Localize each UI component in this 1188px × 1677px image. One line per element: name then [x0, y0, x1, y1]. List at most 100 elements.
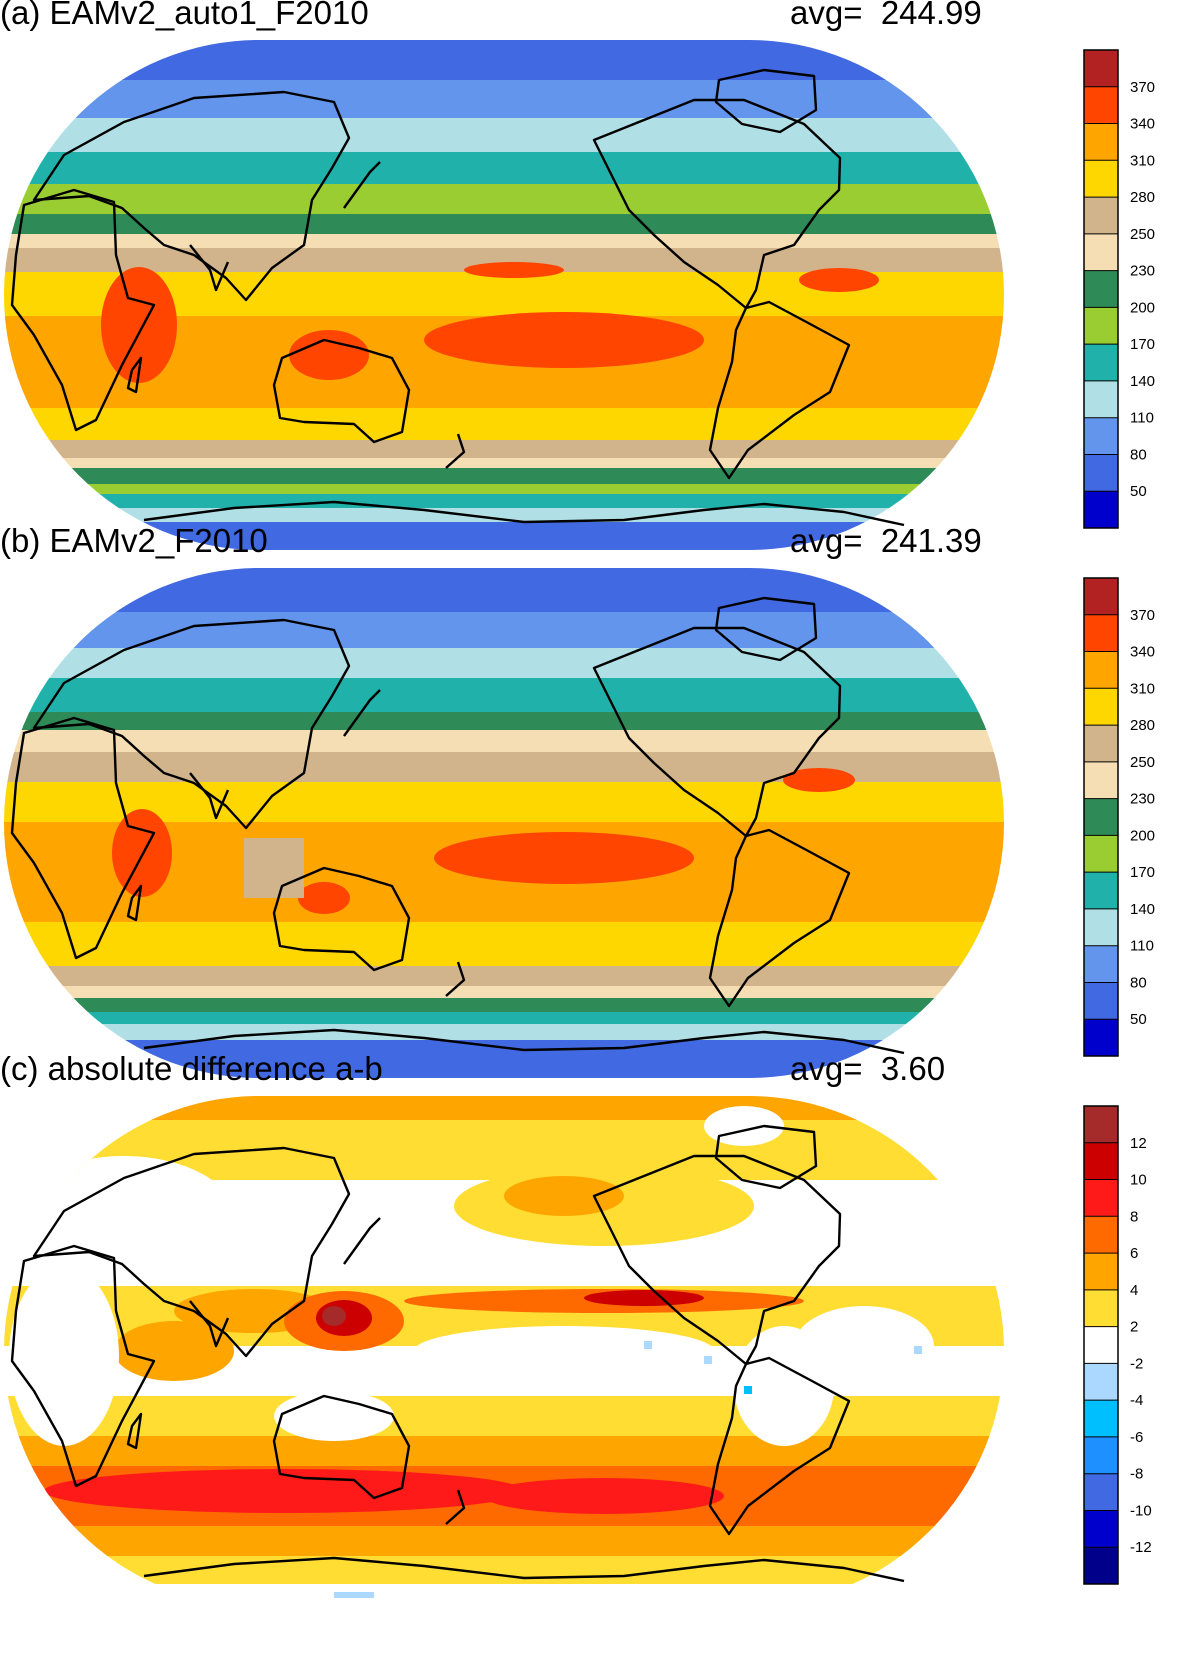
colorbar-tick-label: 310	[1130, 152, 1155, 169]
colorbar-tick-label: 340	[1130, 644, 1155, 661]
south-america-coastline	[708, 1356, 851, 1536]
colorbar-swatch	[1084, 380, 1118, 418]
colorbar-swatch	[1084, 872, 1118, 909]
colorbar-tick-label: 170	[1130, 336, 1155, 353]
colorbar-swatch	[1084, 688, 1118, 726]
colorbar-swatch	[1084, 1289, 1118, 1327]
colorbar-swatch	[1084, 86, 1118, 124]
colorbar-swatch	[1084, 160, 1118, 198]
colorbar-swatch	[1084, 945, 1118, 983]
madagascar-coastline	[126, 356, 143, 394]
colorbar-swatch	[1084, 982, 1118, 1020]
panel-b-colorbar: 370 340 310 280 250 230 200 170 140 110 80 50	[1083, 577, 1155, 1057]
new-zealand-coastline	[445, 433, 466, 469]
colorbar-tick-label: 6	[1130, 1245, 1138, 1262]
colorbar-swatch	[1084, 1216, 1118, 1254]
panel-a-avg-value: 244.99	[880, 0, 982, 31]
colorbar-swatch	[1084, 491, 1118, 528]
eurasia-coastline	[32, 618, 351, 830]
colorbar-swatch	[1084, 1106, 1118, 1143]
greenland-coastline	[714, 596, 818, 662]
colorbar-tick-label: 110	[1130, 410, 1154, 427]
greenland-coastline	[714, 1124, 818, 1190]
panel-b-avg-value: 241.39	[880, 522, 982, 559]
colorbar-tick-label: 280	[1130, 717, 1155, 734]
colorbar-swatch	[1084, 1019, 1118, 1056]
colorbar-tick-label: 140	[1130, 901, 1155, 918]
colorbar-swatch	[1084, 908, 1118, 946]
colorbar-tick-label: 170	[1130, 864, 1155, 881]
colorbar-swatch	[1084, 1510, 1118, 1548]
colorbar-tick-label: 340	[1130, 116, 1155, 133]
colorbar-swatch	[1084, 725, 1118, 762]
colorbar-swatch	[1084, 1436, 1118, 1474]
colorbar-swatch	[1084, 270, 1118, 308]
africa-coastline	[10, 188, 156, 432]
panel-c-coastlines	[10, 1124, 905, 1583]
colorbar-tick-label: 200	[1130, 299, 1155, 316]
greenland-coastline	[714, 68, 818, 134]
colorbar-swatch	[1084, 1142, 1118, 1180]
new-zealand-coastline	[445, 1489, 466, 1525]
colorbar-swatch	[1084, 651, 1118, 689]
india-coastline	[189, 244, 230, 292]
panel-c: (c) absolute difference a-b avg= 3.60	[0, 1050, 1188, 1616]
panel-c-colorbar: 12 10 8 6 4 2 -2 -4 -6 -8 -10 -12	[1083, 1105, 1152, 1585]
colorbar-tick-label: 280	[1130, 189, 1155, 206]
colorbar-swatch	[1084, 1473, 1118, 1511]
africa-coastline	[10, 1244, 156, 1488]
colorbar-tick-label: -2	[1130, 1355, 1143, 1372]
eurasia-coastline	[32, 1146, 351, 1358]
panel-c-average: avg= 3.60	[790, 1050, 945, 1088]
south-america-coastline	[708, 300, 851, 480]
colorbar-swatch	[1084, 1547, 1118, 1584]
colorbar-tick-label: 230	[1130, 791, 1155, 808]
panel-c-avg-value: 3.60	[880, 1050, 946, 1087]
india-coastline	[189, 772, 230, 820]
colorbar-tick-label: 50	[1130, 483, 1147, 500]
colorbar-frame	[1083, 577, 1119, 1057]
colorbar-swatch	[1084, 344, 1118, 381]
colorbar-swatch	[1084, 1400, 1118, 1437]
colorbar-swatch	[1084, 417, 1118, 455]
australia-coastline	[272, 1394, 411, 1500]
colorbar-tick-label: 10	[1130, 1172, 1147, 1189]
colorbar-tick-label: 50	[1130, 1011, 1147, 1028]
colorbar-tick-label: -10	[1130, 1502, 1152, 1519]
colorbar-swatch	[1084, 578, 1118, 615]
panel-b-average: avg= 241.39	[790, 522, 982, 560]
eurasia-coastline	[32, 90, 351, 302]
india-coastline	[189, 1300, 230, 1348]
north-america-coastline	[592, 1154, 842, 1366]
panel-a-title: (a) EAMv2_auto1_F2010	[0, 0, 369, 31]
colorbar-tick-label: -12	[1130, 1539, 1152, 1556]
panel-a-average: avg= 244.99	[790, 0, 982, 32]
japan-coastline	[343, 1217, 381, 1265]
madagascar-coastline	[126, 884, 143, 922]
panel-b-map	[4, 568, 1004, 1078]
colorbar-swatch	[1084, 798, 1118, 836]
colorbar-tick-label: 110	[1130, 938, 1154, 955]
panel-a: (a) EAMv2_auto1_F2010 avg= 244.99	[0, 0, 1188, 560]
colorbar-frame	[1083, 49, 1119, 529]
colorbar-tick-label: -4	[1130, 1392, 1143, 1409]
panel-a-coastlines	[10, 68, 905, 527]
colorbar-tick-label: 200	[1130, 827, 1155, 844]
colorbar-swatch	[1084, 1363, 1118, 1401]
colorbar-tick-label: 250	[1130, 226, 1155, 243]
colorbar-tick-label: 8	[1130, 1208, 1138, 1225]
colorbar-swatch	[1084, 233, 1118, 271]
colorbar-tick-label: 140	[1130, 373, 1155, 390]
colorbar-tick-label: 2	[1130, 1319, 1138, 1336]
colorbar-tick-label: -8	[1130, 1466, 1143, 1483]
antarctica-coastline	[143, 1028, 905, 1055]
colorbar-tick-label: 4	[1130, 1282, 1138, 1299]
north-america-coastline	[592, 626, 842, 838]
colorbar-swatch	[1084, 197, 1118, 234]
panel-c-field	[4, 1096, 1004, 1606]
panel-a-field	[4, 40, 1004, 550]
colorbar-swatch	[1084, 50, 1118, 87]
colorbar-tick-label: 80	[1130, 974, 1147, 991]
colorbar-swatch	[1084, 307, 1118, 345]
colorbar-tick-label: 230	[1130, 263, 1155, 280]
